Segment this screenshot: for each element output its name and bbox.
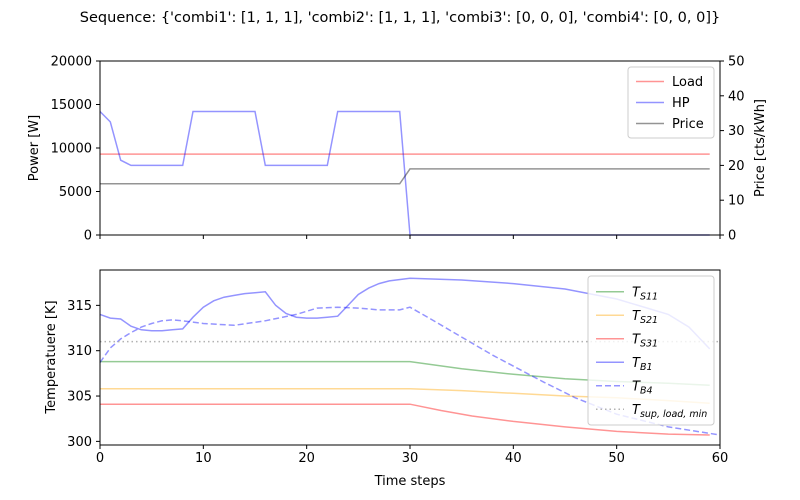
series-line-price bbox=[100, 168, 710, 185]
y-tick-label: 305 bbox=[67, 390, 92, 405]
figure-title: Sequence: {'combi1': [1, 1, 1], 'combi2'… bbox=[80, 10, 720, 26]
legend-label: Price bbox=[672, 117, 704, 132]
price-axis-label: Price [cts/kWh] bbox=[753, 99, 768, 197]
y-tick-label: 310 bbox=[67, 344, 92, 359]
series-line-hp bbox=[99, 110, 710, 236]
legend-label: TB1 bbox=[632, 356, 653, 373]
x-tick-label: 0 bbox=[96, 451, 104, 466]
y2-tick-label: 10 bbox=[728, 194, 745, 209]
y2-tick-label: 20 bbox=[728, 159, 745, 174]
power-axis-label: Power [W] bbox=[27, 115, 42, 181]
temperature-plot: 0 10 20 30 40 50 60 300 305 310 315 Temperatuere … bbox=[44, 269, 729, 489]
y2-tick-label: 0 bbox=[728, 229, 736, 244]
temperature-legend: TS11 TS21 TS31 TB1 TB4 Tsup, load, min bbox=[587, 275, 715, 426]
legend-box bbox=[627, 66, 715, 139]
y2-tick-label: 40 bbox=[728, 89, 745, 104]
power-legend: Load HP Price bbox=[627, 66, 715, 139]
y-tick-label: 20000 bbox=[51, 55, 92, 70]
legend-label: TS21 bbox=[632, 309, 658, 326]
x-tick-label: 10 bbox=[195, 451, 212, 466]
y-tick-label: 15000 bbox=[51, 98, 92, 113]
legend-label: Tsup, load, min bbox=[632, 403, 707, 420]
legend-label: TS11 bbox=[632, 285, 658, 302]
legend-label: Load bbox=[672, 75, 703, 90]
y-tick-label: 300 bbox=[67, 435, 92, 450]
y-tick-label: 5000 bbox=[59, 185, 92, 200]
series-line-t-b1 bbox=[99, 277, 711, 350]
x-tick-label: 40 bbox=[505, 451, 522, 466]
y-tick-label: 0 bbox=[84, 229, 92, 244]
y2-tick-label: 30 bbox=[728, 124, 745, 139]
x-tick-label: 20 bbox=[298, 451, 315, 466]
legend-label: HP bbox=[672, 96, 690, 111]
y-tick-label: 315 bbox=[67, 299, 92, 314]
series-line-t-s31 bbox=[100, 403, 710, 436]
power-plot: 0 5000 10000 15000 20000 0 10 20 30 40 50 Power [… bbox=[27, 55, 768, 244]
y-tick-label: 10000 bbox=[51, 142, 92, 157]
series-line-t-b4 bbox=[99, 306, 721, 436]
temperature-axis-label: Temperatuere [K] bbox=[44, 300, 59, 414]
x-axis-label: Time steps bbox=[374, 474, 446, 489]
x-tick-label: 30 bbox=[402, 451, 419, 466]
x-tick-label: 50 bbox=[608, 451, 625, 466]
y2-tick-label: 50 bbox=[728, 55, 745, 70]
legend-label: TB4 bbox=[632, 379, 653, 396]
legend-box bbox=[587, 275, 715, 426]
power-plot-frame bbox=[99, 60, 721, 236]
legend-label: TS31 bbox=[632, 332, 658, 349]
x-tick-label: 60 bbox=[712, 451, 729, 466]
